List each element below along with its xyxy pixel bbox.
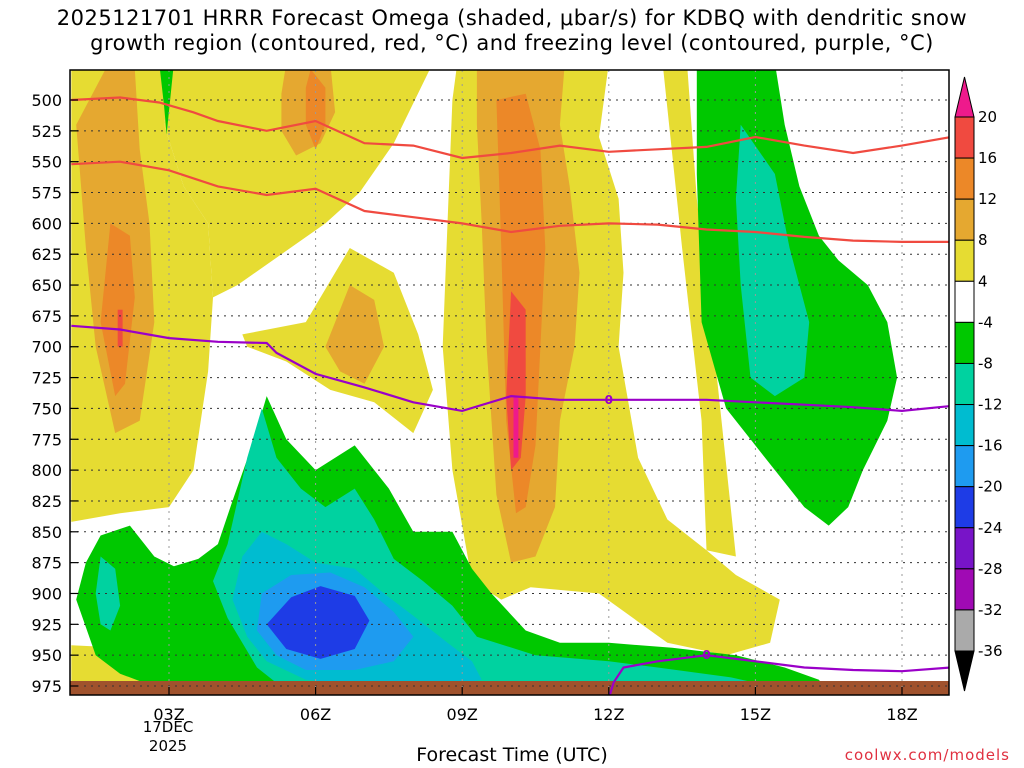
series-line-3 [608, 654, 949, 695]
omega-region-very-strong-ascent [506, 291, 526, 471]
series-line-0 [71, 96, 949, 160]
credit-link[interactable]: coolwx.com/models [844, 746, 1010, 764]
contour-label-1: 0 [702, 648, 710, 662]
ground-band [70, 681, 949, 695]
y-tick-label-825: 825 [31, 492, 62, 511]
omega-shading [71, 70, 898, 695]
y-tick-label-700: 700 [31, 338, 62, 357]
omega-region-strongest-sinking [266, 586, 370, 659]
omega-region-moderate-sinking-left [95, 556, 121, 631]
colorbar-bin-4 [954, 280, 975, 323]
colorbar-bin-5 [954, 321, 975, 364]
colorbar-bin-12 [954, 609, 975, 652]
date-label-day: 17DEC [142, 718, 194, 736]
series-line-1 [71, 160, 949, 243]
colorbar-label-8: -16 [978, 437, 1003, 455]
title-line-1: 2025121701 HRRR Forecast Omega (shaded, … [56, 6, 968, 30]
chart-title: 2025121701 HRRR Forecast Omega (shaded, … [0, 6, 1024, 56]
contour-label-0: 0 [605, 393, 613, 407]
x-tick-label-03Z: 03Z [153, 705, 184, 724]
y-tick-label-975: 975 [31, 677, 62, 696]
y-tick-label-550: 550 [31, 153, 62, 172]
contour-labels: 00 [605, 393, 711, 662]
colorbar-bin-2 [954, 198, 975, 241]
colorbar-label-7: -12 [978, 396, 1003, 414]
x-tick-label-06Z: 06Z [300, 705, 331, 724]
colorbar-label-13: -36 [978, 642, 1003, 660]
colorbar-bin-7 [954, 404, 975, 447]
colorbar-label-2: 12 [978, 190, 997, 208]
colorbar-label-9: -20 [978, 478, 1003, 496]
y-tick-label-750: 750 [31, 399, 62, 418]
x-axis: 03Z 06Z 09Z 12Z 15Z 18Z [153, 687, 918, 724]
y-axis: 500 525 550 575 600 625 650 675 700 725 750 775 800 8… [31, 91, 78, 696]
omega-region-strong-ascent-upper [305, 70, 326, 150]
date-label-year: 2025 [148, 737, 188, 755]
colorbar-label-10: -24 [978, 519, 1003, 537]
colorbar-label-5: -4 [978, 313, 993, 331]
y-tick-label-650: 650 [31, 276, 62, 295]
omega-region-peak-main [513, 396, 519, 458]
colorbar-label-6: -8 [978, 354, 993, 372]
plot-frame [69, 69, 950, 696]
colorbar: 20 16 12 8 4 -4 -8 -12 -16 -20 -24 -28 -32 -36 [954, 76, 1003, 692]
colorbar-bin-1 [954, 157, 975, 200]
colorbar-label-1: 16 [978, 149, 997, 167]
y-tick-label-600: 600 [31, 214, 62, 233]
colorbar-label-0: 20 [978, 108, 997, 126]
colorbar-bin-6 [954, 362, 975, 406]
x-tick-label-12Z: 12Z [593, 705, 624, 724]
omega-region-peak-left [117, 309, 123, 347]
y-tick-label-675: 675 [31, 307, 62, 326]
y-tick-label-500: 500 [31, 91, 62, 110]
colorbar-label-4: 4 [978, 272, 988, 290]
y-tick-label-950: 950 [31, 646, 62, 665]
y-tick-label-625: 625 [31, 245, 62, 264]
colorbar-bin-3 [954, 239, 975, 282]
y-tick-label-850: 850 [31, 523, 62, 542]
x-tick-label-15Z: 15Z [740, 705, 771, 724]
title-line-2: growth region (contoured, red, °C) and f… [90, 31, 934, 55]
colorbar-bin-10 [954, 527, 975, 570]
y-tick-label-775: 775 [31, 430, 62, 449]
omega-region-warm-band-upper [164, 70, 430, 298]
colorbar-label-11: -28 [978, 560, 1003, 578]
series-line-2 [71, 324, 949, 413]
y-tick-label-800: 800 [31, 461, 62, 480]
colorbar-top-triangle [954, 76, 975, 118]
y-tick-label-525: 525 [31, 122, 62, 141]
y-tick-label-875: 875 [31, 554, 62, 573]
colorbar-bottom-triangle [954, 650, 975, 692]
colorbar-bin-11 [954, 568, 975, 611]
omega-region-warm-core-mid [325, 285, 384, 384]
colorbar-label-12: -32 [978, 601, 1003, 619]
contour-lines [71, 96, 949, 695]
omega-region-moderate-sinking-right [735, 124, 810, 397]
x-tick-label-18Z: 18Z [886, 705, 917, 724]
y-tick-label-725: 725 [31, 369, 62, 388]
x-axis-label: Forecast Time (UTC) [416, 744, 608, 766]
omega-region-sinking-top-sliver [159, 70, 174, 135]
x-tick-label-09Z: 09Z [447, 705, 478, 724]
y-tick-label-925: 925 [31, 615, 62, 634]
colorbar-bin-0 [954, 116, 975, 159]
colorbar-bin-8 [954, 445, 975, 488]
omega-region-warm-sliver-right [663, 70, 736, 557]
y-tick-label-575: 575 [31, 184, 62, 203]
date-label: 17DEC 2025 [140, 718, 196, 756]
y-tick-label-900: 900 [31, 584, 62, 603]
colorbar-bin-9 [954, 486, 975, 529]
colorbar-label-3: 8 [978, 231, 988, 249]
